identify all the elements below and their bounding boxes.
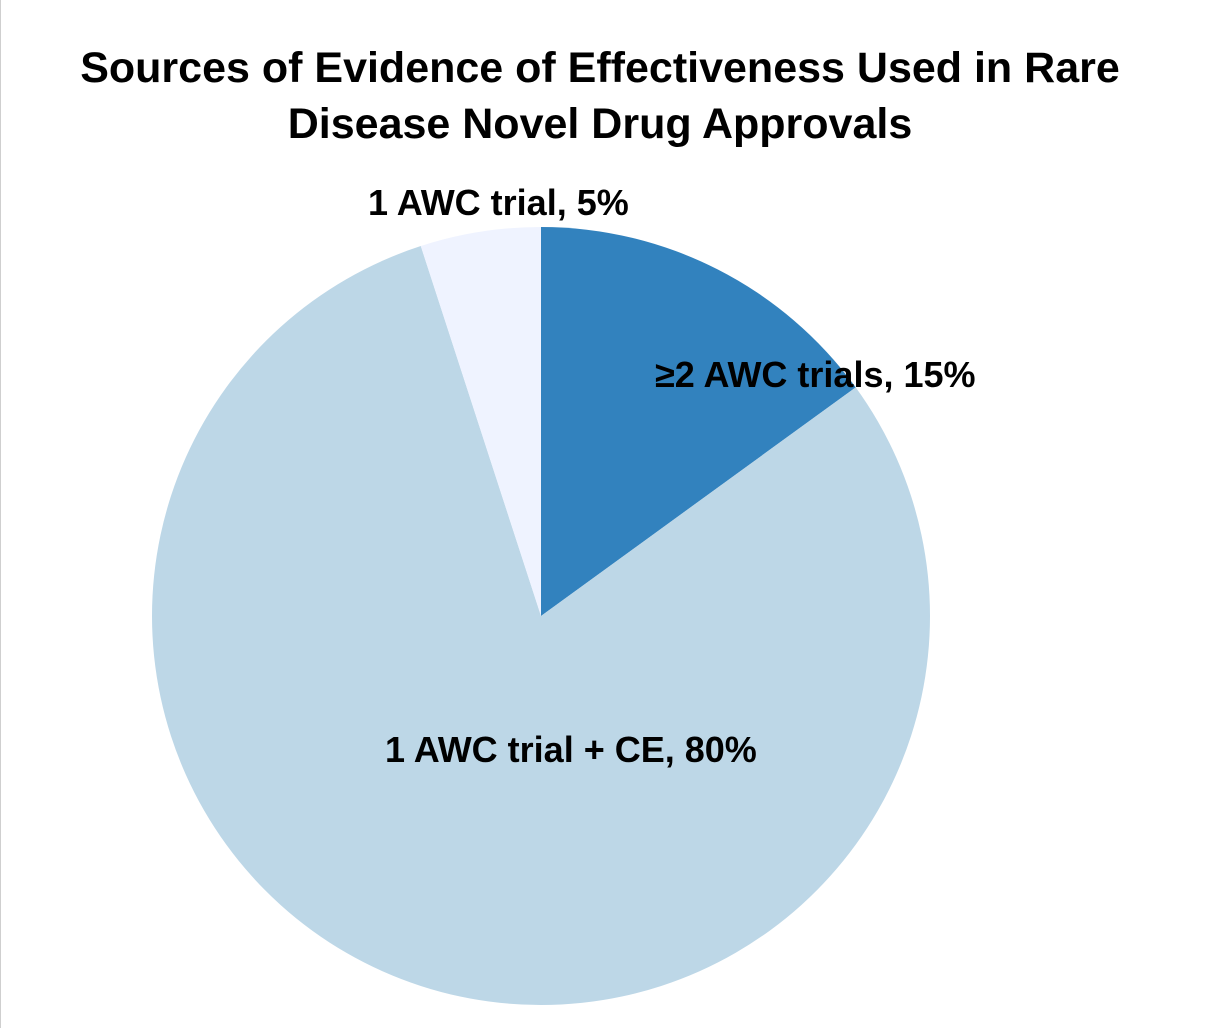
chart-title-line-1: Sources of Evidence of Effectiveness Use… (80, 44, 1120, 92)
slice-label-1-awc-trial-plus-ce: 1 AWC trial + CE, 80% (385, 729, 757, 770)
slice-label-1-awc-trial: 1 AWC trial, 5% (368, 182, 629, 223)
left-border-line (0, 0, 1, 1028)
pie-slices (152, 227, 931, 1005)
pie-slice-1-awc-trial (420, 227, 541, 616)
pie-slice-1-awc-trial-plus-ce (152, 246, 931, 1005)
chart-title: Sources of Evidence of Effectiveness Use… (0, 40, 1200, 152)
slice-label-2-plus-awc-trials: ≥2 AWC trials, 15% (655, 354, 976, 395)
pie-labels: ≥2 AWC trials, 15% 1 AWC trial + CE, 80%… (368, 182, 976, 770)
chart-title-line-2: Disease Novel Drug Approvals (287, 100, 913, 148)
pie-slice-2-plus-awc-trials (541, 227, 856, 616)
